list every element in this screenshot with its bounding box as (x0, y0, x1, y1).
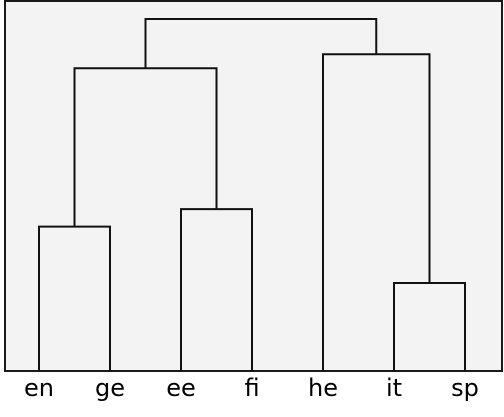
leaf-label-en: en (24, 374, 54, 402)
leaf-label-he: he (308, 374, 338, 402)
plot-frame (4, 0, 503, 372)
leaf-label-fi: fi (244, 374, 259, 402)
leaf-label-ge: ge (95, 374, 125, 402)
link-m4-m5 (144, 18, 378, 69)
leaf-label-ee: ee (166, 374, 196, 402)
leaf-labels: en ge ee fi he it sp (24, 374, 479, 402)
leaf-label-it: it (386, 374, 402, 402)
leaf-label-sp: sp (451, 374, 479, 402)
dendrogram-links (38, 18, 466, 371)
